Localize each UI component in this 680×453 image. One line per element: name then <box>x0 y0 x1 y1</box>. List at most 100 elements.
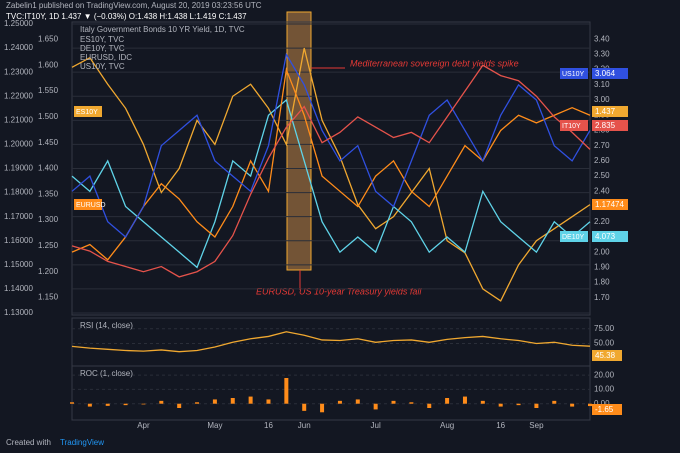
bar <box>159 400 164 404</box>
bar <box>516 403 521 406</box>
y-tick-label: 1.450 <box>38 138 59 147</box>
y-tick-label: 1.25000 <box>4 19 33 28</box>
bar <box>302 403 307 411</box>
price-tag-name: DE10Y <box>562 234 585 241</box>
y-tick-label: 1.22000 <box>4 91 33 100</box>
footer-text: Created with <box>6 438 51 447</box>
bar <box>570 403 575 407</box>
y-tick-label: 3.30 <box>594 50 610 59</box>
y-tick-label: 0.00 <box>594 399 610 408</box>
y-tick-label: 1.16000 <box>4 236 33 245</box>
price-tag-box <box>592 231 628 242</box>
footer-brand: TradingView <box>60 438 104 447</box>
y-tick-label: 3.00 <box>594 95 610 104</box>
bar <box>87 403 92 407</box>
price-tag-name: IT10Y <box>562 123 581 130</box>
bar <box>355 399 360 404</box>
x-tick-label: Jul <box>371 421 381 430</box>
y-tick-label: 1.200 <box>38 267 59 276</box>
price-tag-box <box>592 68 628 79</box>
bar <box>266 399 271 404</box>
x-tick-label: Apr <box>137 421 150 430</box>
y-tick-label: 1.250 <box>38 241 59 250</box>
publisher: Zabelin1 published on TradingView.com, A… <box>6 1 262 10</box>
y-tick-label: 2.20 <box>594 217 610 226</box>
price-tag-name: ES10Y <box>76 109 98 116</box>
y-tick-label: 75.00 <box>594 324 615 333</box>
bar <box>248 396 253 404</box>
bar <box>373 403 378 410</box>
line <box>71 98 591 269</box>
y-tick-label: 1.15000 <box>4 260 33 269</box>
y-tick-label: 1.18000 <box>4 188 33 197</box>
x-tick-label: May <box>207 421 222 430</box>
x-tick-label: Sep <box>529 421 544 430</box>
bar <box>141 403 146 405</box>
value-tag-label: -1.65 <box>595 405 614 414</box>
y-tick-label: 1.400 <box>38 164 59 173</box>
quote: TVC:IT10Y, 1D 1.437 ▼ (−0.03%) O:1.438 H… <box>6 12 247 21</box>
x-tick-label: 16 <box>496 421 505 430</box>
price-tag-box <box>592 199 628 210</box>
x-tick-label: Aug <box>440 421 454 430</box>
bar <box>552 400 557 404</box>
y-tick-label: 10.00 <box>594 385 615 394</box>
panel-title: Italy Government Bonds 10 YR Yield, 1D, … <box>80 25 245 34</box>
price-tag-box <box>592 106 628 117</box>
bar <box>588 403 592 407</box>
y-tick-label: 1.23000 <box>4 67 33 76</box>
y-tick-label: 1.13000 <box>4 308 33 317</box>
bar <box>391 400 396 404</box>
price-tag-label: 2.835 <box>595 121 616 130</box>
bar <box>123 403 128 406</box>
y-tick-label: 2.70 <box>594 141 610 150</box>
y-tick-label: 1.14000 <box>4 284 33 293</box>
price-tag <box>74 199 102 210</box>
y-tick-label: 1.150 <box>38 293 59 302</box>
bar <box>445 398 450 404</box>
y-tick-label: 1.600 <box>38 60 59 69</box>
y-tick-label: 3.10 <box>594 80 610 89</box>
price-tag-label: 1.17474 <box>595 200 624 209</box>
bar <box>70 402 74 404</box>
bar <box>409 402 414 404</box>
value-tag <box>592 404 622 415</box>
line <box>71 52 591 238</box>
bar <box>462 396 467 404</box>
price-tag-name: EURUSD <box>76 202 106 209</box>
value-tag-label: 45.38 <box>595 351 616 360</box>
y-tick-label: 2.60 <box>594 156 610 165</box>
y-tick-label: 1.19000 <box>4 164 33 173</box>
line <box>71 64 591 278</box>
legend-entry: ES10Y, TVC <box>80 35 124 44</box>
legend-entry: EURUSD, IDC <box>80 53 132 62</box>
price-tag-name: US10Y <box>562 71 585 78</box>
bar <box>105 403 110 406</box>
panel-border <box>71 365 591 421</box>
price-tag <box>560 120 588 131</box>
value-tag <box>592 350 622 361</box>
bar <box>212 399 217 404</box>
price-tag <box>560 231 588 242</box>
y-tick-label: 1.17000 <box>4 212 33 221</box>
y-tick-label: 1.500 <box>38 112 59 121</box>
price-tag <box>560 68 588 79</box>
bar <box>337 400 342 404</box>
y-tick-label: 1.300 <box>38 215 59 224</box>
y-tick-label: 1.650 <box>38 35 59 44</box>
price-tag <box>74 106 102 117</box>
y-tick-label: 50.00 <box>594 339 615 348</box>
x-tick-label: 16 <box>264 421 273 430</box>
y-tick-label: 1.21000 <box>4 115 33 124</box>
y-tick-label: 1.90 <box>594 262 610 271</box>
bar <box>284 378 289 404</box>
y-tick-label: 2.00 <box>594 247 610 256</box>
legend-entry: US10Y, TVC <box>80 62 125 71</box>
bar <box>195 402 200 404</box>
bar <box>177 403 182 408</box>
annotation: Mediterranean sovereign debt yields spik… <box>350 58 519 68</box>
bar <box>230 398 235 404</box>
bar <box>320 403 325 413</box>
price-tag-box <box>592 120 628 131</box>
